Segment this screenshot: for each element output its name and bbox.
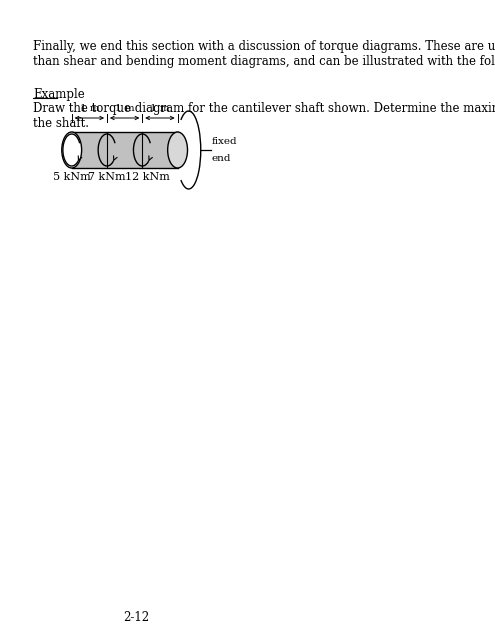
- Text: 7 kNm: 7 kNm: [88, 172, 126, 182]
- Text: Draw the torque diagram for the cantilever shaft shown. Determine the maximum to: Draw the torque diagram for the cantilev…: [33, 102, 495, 115]
- Text: 12 kNm: 12 kNm: [125, 172, 170, 182]
- Text: 1 m: 1 m: [150, 104, 170, 113]
- Ellipse shape: [62, 132, 82, 168]
- Text: Example: Example: [33, 88, 85, 101]
- Text: end: end: [212, 154, 231, 163]
- Text: 1 m: 1 m: [80, 104, 99, 113]
- Text: 2-12: 2-12: [123, 611, 149, 624]
- Text: 1 m: 1 m: [115, 104, 135, 113]
- Text: fixed: fixed: [212, 137, 238, 146]
- Text: 5 kNm: 5 kNm: [53, 172, 91, 182]
- Text: Finally, we end this section with a discussion of torque diagrams. These are usu: Finally, we end this section with a disc…: [33, 40, 495, 53]
- Text: the shaft.: the shaft.: [33, 117, 89, 130]
- Text: than shear and bending moment diagrams, and can be illustrated with the followin: than shear and bending moment diagrams, …: [33, 55, 495, 68]
- Bar: [72, 132, 178, 168]
- Ellipse shape: [168, 132, 188, 168]
